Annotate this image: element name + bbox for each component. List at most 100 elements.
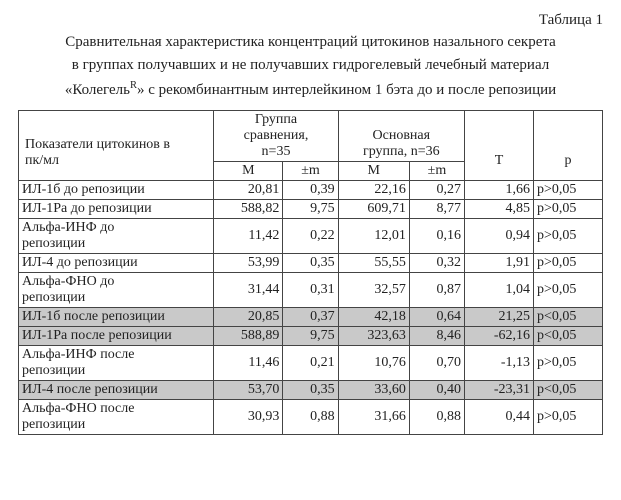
cell-pm2: 0,32 [409,253,464,272]
header-m-2: М [338,161,409,180]
table-number: Таблица 1 [18,12,603,29]
cell-pm2: 0,27 [409,180,464,199]
header-pm-1: ±m [283,161,338,180]
cell-m1: 53,70 [214,380,283,399]
row-label: ИЛ-4 до репозиции [19,253,214,272]
cell-t: 1,04 [465,272,534,307]
header-pm-2: ±m [409,161,464,180]
cell-p: р<0,05 [533,380,602,399]
header-p: р [533,110,602,180]
cell-pm1: 0,39 [283,180,338,199]
cell-t: -23,31 [465,380,534,399]
cell-p: р>0,05 [533,399,602,434]
cell-pm2: 0,64 [409,307,464,326]
cell-t: 0,44 [465,399,534,434]
cell-p: р>0,05 [533,199,602,218]
row-label: ИЛ-1б после репозиции [19,307,214,326]
table-row: ИЛ-1Ра после репозиции588,899,75323,638,… [19,326,603,345]
cell-m2: 10,76 [338,345,409,380]
cell-m2: 55,55 [338,253,409,272]
header-t-text: Т [495,153,504,168]
cell-pm2: 0,88 [409,399,464,434]
cell-m1: 11,42 [214,218,283,253]
caption-line-2: в группах получавших и не получавших гид… [72,57,549,73]
cell-pm2: 0,40 [409,380,464,399]
table-row: ИЛ-4 после репозиции53,700,3533,600,40-2… [19,380,603,399]
table-row: Альфа-ИНФ дорепозиции11,420,2212,010,160… [19,218,603,253]
cell-t: -62,16 [465,326,534,345]
cell-p: р>0,05 [533,180,602,199]
cell-m1: 31,44 [214,272,283,307]
cell-pm1: 0,21 [283,345,338,380]
row-label: ИЛ-1б до репозиции [19,180,214,199]
header-group-2: Основная группа, n=36 [338,110,464,161]
cell-p: р>0,05 [533,272,602,307]
cytokine-table: Показатели цитокинов в пк/мл Группа срав… [18,110,603,435]
cell-pm2: 0,16 [409,218,464,253]
cell-m1: 11,46 [214,345,283,380]
table-caption: Сравнительная характеристика концентраци… [18,31,603,102]
cell-p: р<0,05 [533,307,602,326]
header-group-2-l1: Основная [373,128,431,143]
table-row: ИЛ-1б после репозиции20,850,3742,180,642… [19,307,603,326]
cell-m1: 588,89 [214,326,283,345]
caption-line-3-after: » с рекомбинантным интерлейкином 1 бэта … [137,82,556,98]
cell-m1: 588,82 [214,199,283,218]
table-row: Альфа-ФНО послерепозиции30,930,8831,660,… [19,399,603,434]
header-group-1-l3: n=35 [262,144,291,159]
table-row: ИЛ-1Ра до репозиции588,829,75609,718,774… [19,199,603,218]
row-label: ИЛ-4 после репозиции [19,380,214,399]
cell-pm1: 9,75 [283,326,338,345]
cell-pm2: 8,46 [409,326,464,345]
row-label: ИЛ-1Ра после репозиции [19,326,214,345]
cell-m2: 323,63 [338,326,409,345]
row-label: Альфа-ИНФ послерепозиции [19,345,214,380]
cell-m2: 32,57 [338,272,409,307]
cell-t: 4,85 [465,199,534,218]
table-row: Альфа-ИНФ послерепозиции11,460,2110,760,… [19,345,603,380]
cell-pm1: 0,88 [283,399,338,434]
cell-m2: 42,18 [338,307,409,326]
cell-t: 1,91 [465,253,534,272]
header-row-1: Показатели цитокинов в пк/мл Группа срав… [19,110,603,161]
cell-pm2: 8,77 [409,199,464,218]
cell-pm2: 0,87 [409,272,464,307]
cell-pm1: 9,75 [283,199,338,218]
cell-pm1: 0,37 [283,307,338,326]
cell-p: р<0,05 [533,326,602,345]
header-group-1: Группа сравнения, n=35 [214,110,338,161]
cell-m2: 609,71 [338,199,409,218]
table-row: ИЛ-1б до репозиции20,810,3922,160,271,66… [19,180,603,199]
cell-m1: 20,85 [214,307,283,326]
cell-p: р>0,05 [533,345,602,380]
table-row: ИЛ-4 до репозиции53,990,3555,550,321,91p… [19,253,603,272]
cell-m1: 53,99 [214,253,283,272]
cell-t: 0,94 [465,218,534,253]
header-group-1-l1: Группа [255,112,297,127]
table-row: Альфа-ФНО дорепозиции31,440,3132,570,871… [19,272,603,307]
caption-line-3-before: «Колегель [65,82,130,98]
header-group-1-l2: сравнения, [244,128,309,143]
header-p-text: р [564,153,571,168]
cell-t: -1,13 [465,345,534,380]
cell-pm1: 0,35 [283,380,338,399]
cell-m2: 33,60 [338,380,409,399]
cell-t: 21,25 [465,307,534,326]
cell-m2: 12,01 [338,218,409,253]
cell-p: р>0,05 [533,218,602,253]
cell-m2: 22,16 [338,180,409,199]
cell-t: 1,66 [465,180,534,199]
cell-pm1: 0,31 [283,272,338,307]
cell-m1: 20,81 [214,180,283,199]
caption-line-1: Сравнительная характеристика концентраци… [65,34,556,50]
header-row-label-l1: Показатели цитокинов в [25,137,170,152]
cell-m1: 30,93 [214,399,283,434]
row-label: Альфа-ИНФ дорепозиции [19,218,214,253]
cell-pm2: 0,70 [409,345,464,380]
row-label: Альфа-ФНО послерепозиции [19,399,214,434]
row-label: ИЛ-1Ра до репозиции [19,199,214,218]
header-t: Т [465,110,534,180]
cell-pm1: 0,35 [283,253,338,272]
cell-m2: 31,66 [338,399,409,434]
caption-line-3-sup: R [130,80,137,91]
